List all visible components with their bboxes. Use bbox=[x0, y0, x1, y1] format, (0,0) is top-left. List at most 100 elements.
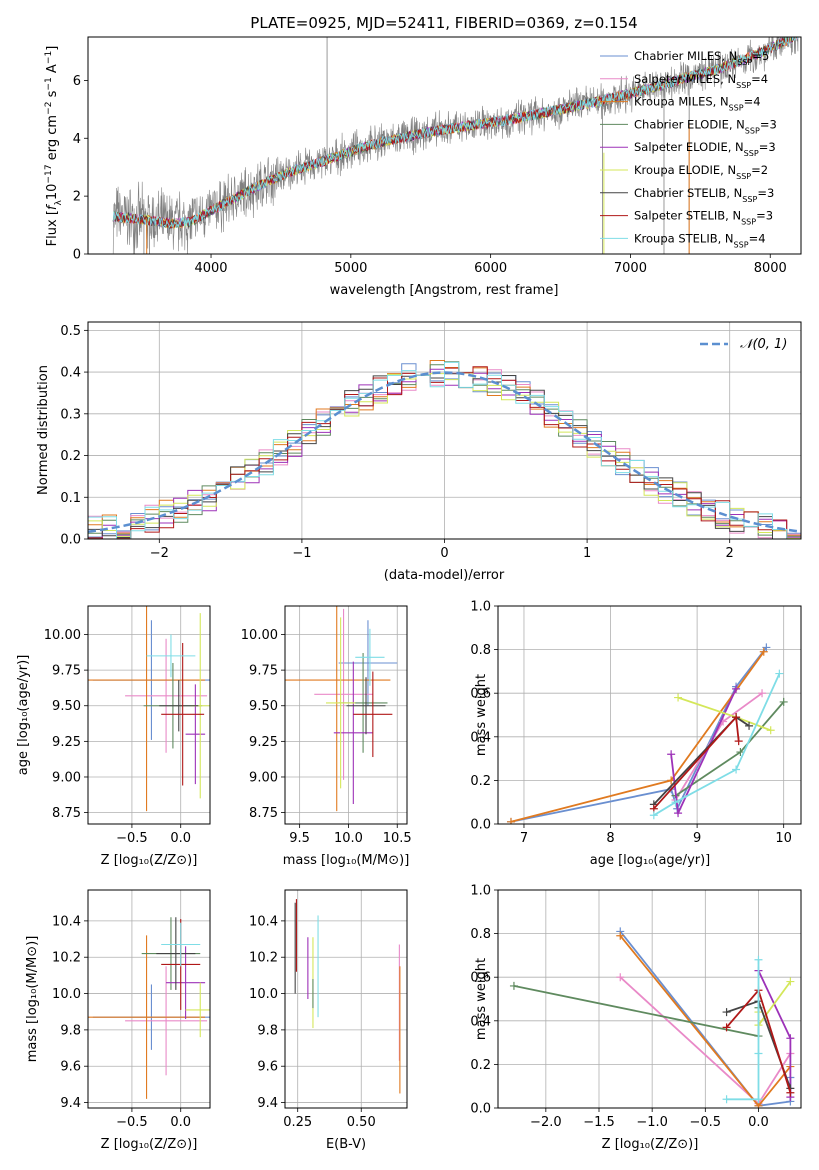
legend-label-2: Kroupa MILES, NSSP=4 bbox=[634, 95, 761, 113]
axes-frame bbox=[284, 605, 408, 825]
weight-marker-4 bbox=[667, 750, 676, 759]
plot-area-weight-vs-age bbox=[506, 643, 788, 824]
axes-weight-vs-Z: −2.0 −1.5 −1.0 −0.5 0.0 0.0 0.2 0.4 0.6 0.8 1.0 bbox=[470, 884, 801, 1130]
x-tick-label: 0.50 bbox=[347, 1115, 376, 1130]
y-tick-label: 9.25 bbox=[249, 735, 278, 750]
y-tick-label: 0.8 bbox=[470, 927, 491, 942]
spectrum-ylabel: Flux [fλ10−17 erg cm−2 s−1 A−1] bbox=[44, 46, 64, 247]
x-tick-label: 10 bbox=[775, 831, 792, 846]
y-tick-label: 4 bbox=[73, 132, 81, 147]
gaussian-curve bbox=[88, 371, 801, 533]
axes-frame bbox=[87, 36, 802, 255]
y-tick-label: 10.4 bbox=[52, 914, 81, 929]
y-tick-label: 9.4 bbox=[60, 1096, 81, 1111]
y-tick-label: 10.2 bbox=[249, 951, 278, 966]
y-tick-label: 0.0 bbox=[470, 818, 491, 833]
weight-marker-8 bbox=[775, 669, 784, 678]
x-tick-label: 9.5 bbox=[289, 831, 310, 846]
x-tick-label: 0.25 bbox=[283, 1115, 312, 1130]
weight-marker-5 bbox=[786, 977, 795, 986]
spectrum-title: PLATE=0925, MJD=52411, FIBERID=0369, z=0… bbox=[250, 14, 637, 32]
x-tick-label: −0.5 bbox=[116, 1115, 148, 1130]
residual-xlabel: (data-model)/error bbox=[384, 568, 505, 583]
weight-line-8 bbox=[726, 959, 760, 1101]
x-tick-label: −2.0 bbox=[530, 1115, 562, 1130]
spectrum-legend: Chabrier MILES, NSSP=5 Salpeter MILES, NS… bbox=[600, 49, 777, 249]
weight-marker-8 bbox=[732, 765, 741, 774]
y-tick-label: 0.5 bbox=[60, 324, 81, 339]
axes-frame bbox=[87, 605, 211, 825]
weight-marker-5 bbox=[766, 726, 775, 735]
plot-area-spectrum bbox=[112, 37, 799, 254]
weight-marker-3 bbox=[509, 981, 518, 990]
weight-marker-0 bbox=[762, 643, 771, 652]
y-tick-label: 10.00 bbox=[44, 628, 81, 643]
spectrum-xlabel: wavelength [Angstrom, rest frame] bbox=[330, 283, 559, 298]
axes-weight-vs-age: 7 8 9 10 0.0 0.2 0.4 0.6 0.8 1.0 bbox=[470, 600, 801, 846]
axes-age-vs-Z: −0.5 0.0 8.75 9.00 9.25 9.50 9.75 10.00 bbox=[44, 606, 210, 846]
weight-marker-8 bbox=[754, 955, 763, 964]
weight-marker-8 bbox=[671, 798, 680, 807]
weight-marker-8 bbox=[722, 1095, 731, 1104]
y-tick-label: 1.0 bbox=[470, 600, 491, 615]
weight-marker-7 bbox=[732, 713, 741, 722]
y-tick-label: 9.75 bbox=[52, 664, 81, 679]
y-tick-label: 9.00 bbox=[249, 770, 278, 785]
x-tick-label: 1 bbox=[583, 546, 591, 561]
x-tick-label: 10.5 bbox=[383, 831, 412, 846]
axes-age-vs-mass: 9.5 10.0 10.5 8.75 9.00 9.25 9.50 9.75 10.00 bbox=[241, 606, 412, 846]
weight-marker-4 bbox=[674, 809, 683, 818]
x-tick-label: −1.5 bbox=[583, 1115, 615, 1130]
y-tick-label: 0.4 bbox=[470, 1014, 491, 1029]
x-tick-label: 0.0 bbox=[170, 831, 191, 846]
y-tick-label: 0.2 bbox=[60, 449, 81, 464]
axes-frame bbox=[497, 605, 802, 825]
plot-area-weight-vs-Z bbox=[509, 927, 795, 1108]
y-tick-label: 6 bbox=[73, 74, 81, 89]
agez-ylabel: age [log₁₀(age/yr)] bbox=[16, 655, 31, 776]
weight-line-0 bbox=[510, 646, 768, 823]
weight-marker-4 bbox=[786, 1034, 795, 1043]
weight-marker-5 bbox=[674, 693, 683, 702]
plot-area-residuals bbox=[88, 360, 801, 539]
y-tick-label: 0.4 bbox=[470, 730, 491, 745]
axes-spectrum: 4000 5000 6000 7000 8000 0 2 4 6 bbox=[73, 74, 787, 276]
weight-marker-7 bbox=[734, 737, 743, 746]
x-tick-label: 7000 bbox=[614, 261, 647, 276]
weight-marker-8 bbox=[649, 811, 658, 820]
y-tick-label: 9.00 bbox=[52, 770, 81, 785]
y-tick-label: 9.6 bbox=[60, 1060, 81, 1075]
weight-line-3 bbox=[513, 985, 760, 1038]
x-tick-label: 8000 bbox=[754, 261, 787, 276]
legend-label-3: Chabrier ELODIE, NSSP=3 bbox=[634, 117, 777, 135]
x-tick-label: 7 bbox=[520, 831, 528, 846]
weight-line-6 bbox=[653, 716, 750, 806]
weight-line-7 bbox=[653, 715, 740, 810]
axes-frame bbox=[87, 889, 211, 1109]
axes-mass-vs-EBV: 0.25 0.50 9.4 9.6 9.8 10.0 10.2 10.4 bbox=[249, 890, 407, 1130]
weightz-ylabel: mass weight bbox=[474, 958, 489, 1040]
y-tick-label: 9.75 bbox=[249, 664, 278, 679]
y-tick-label: 8.75 bbox=[249, 806, 278, 821]
y-tick-label: 2 bbox=[73, 190, 81, 205]
x-tick-label: 0.0 bbox=[170, 1115, 191, 1130]
x-tick-label: 8 bbox=[606, 831, 614, 846]
y-tick-label: 0.8 bbox=[470, 643, 491, 658]
y-tick-label: 10.00 bbox=[241, 628, 278, 643]
x-tick-label: 0 bbox=[440, 546, 448, 561]
y-tick-label: 0.2 bbox=[470, 1058, 491, 1073]
y-tick-label: 0.4 bbox=[60, 366, 81, 381]
plot-area-age-vs-mass bbox=[285, 606, 398, 812]
y-tick-label: 10.4 bbox=[249, 914, 278, 929]
x-tick-label: 4000 bbox=[194, 261, 227, 276]
residual-ylabel: Normed distribution bbox=[36, 365, 51, 495]
y-tick-label: 0.6 bbox=[470, 971, 491, 986]
weight-marker-8 bbox=[754, 1095, 763, 1104]
massz-ylabel: mass [log₁₀(M/M⊙)] bbox=[25, 936, 40, 1063]
plot-area-mass-vs-Z bbox=[88, 917, 210, 1099]
y-tick-label: 0.0 bbox=[60, 533, 81, 548]
y-tick-label: 9.8 bbox=[257, 1023, 278, 1038]
axes-residuals: −2 −1 0 1 2 0.0 0.1 0.2 0.3 0.4 0.5 bbox=[60, 322, 801, 561]
legend-label-4: Salpeter ELODIE, NSSP=3 bbox=[634, 140, 776, 158]
gauss-legend-label: 𝒩(0, 1) bbox=[740, 337, 787, 352]
